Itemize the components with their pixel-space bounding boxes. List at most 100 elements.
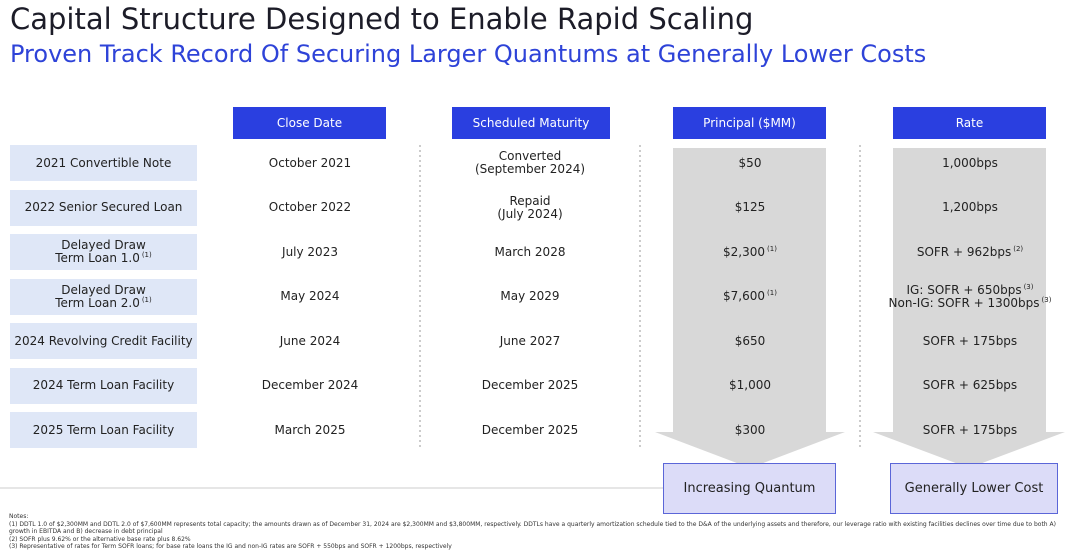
cell-line: 2025 Term Loan Facility xyxy=(32,422,175,437)
cell-text: SOFR + 175bps xyxy=(922,422,1018,437)
cell-text: (September 2024) xyxy=(474,162,586,176)
cell: SOFR + 175bps xyxy=(880,412,1060,448)
cell-line: June 2027 xyxy=(499,333,561,348)
cell-text: 2021 Convertible Note xyxy=(35,155,172,170)
footnote-ref: (3) xyxy=(1041,295,1052,304)
cell-line: $50 xyxy=(738,155,762,170)
row-label: 2025 Term Loan Facility xyxy=(10,412,197,448)
note: (1) DDTL 1.0 of $2,300MM and DDTL 2.0 of… xyxy=(9,520,1056,536)
cell-text: 1,200bps xyxy=(942,200,998,214)
cell-text: $300 xyxy=(734,422,766,437)
footnote-ref: (1) xyxy=(141,295,152,304)
cell-line: $650 xyxy=(735,334,766,348)
footnote-ref: (1) xyxy=(141,251,152,259)
cell-line: (July 2024) xyxy=(497,207,562,221)
cell-text: $1,000 xyxy=(729,378,771,392)
cell-line: SOFR + 175bps xyxy=(922,422,1018,437)
trend-box: Increasing Quantum xyxy=(663,463,836,514)
title: Capital Structure Designed to Enable Rap… xyxy=(10,2,754,36)
cell-text: SOFR + 625bps xyxy=(922,378,1018,392)
cell-line: December 2025 xyxy=(481,422,579,437)
cell: May 2024 xyxy=(220,279,400,315)
cell-line: IG: SOFR + 650bps (3) xyxy=(906,282,1034,297)
row-label: Delayed Draw Term Loan 2.0 (1) xyxy=(10,278,197,315)
cell-line: Converted xyxy=(499,150,561,163)
cell: $125 xyxy=(660,190,840,226)
cell-line: 2024 Revolving Credit Facility xyxy=(14,334,192,348)
row-label: 2024 Revolving Credit Facility xyxy=(10,323,197,359)
footnote-ref: (1) xyxy=(767,244,777,253)
cell-line: Non-IG: SOFR + 1300bps (3) xyxy=(889,295,1052,310)
cell: $1,000 xyxy=(660,368,840,404)
row-label: Delayed Draw Term Loan 1.0 (1) xyxy=(10,234,197,270)
row-label: 2021 Convertible Note xyxy=(10,145,197,181)
cell-line: October 2022 xyxy=(269,201,351,214)
cell: October 2021 xyxy=(220,145,400,181)
column-header: Rate xyxy=(893,107,1046,139)
cell: December 2025 xyxy=(440,368,620,404)
cell-line: SOFR + 175bps xyxy=(923,334,1017,348)
cell-text: 2024 Term Loan Facility xyxy=(32,378,175,392)
cell-text: 2025 Term Loan Facility xyxy=(32,422,175,437)
cell-text: December 2025 xyxy=(481,422,579,437)
cell-line: Repaid xyxy=(509,193,551,208)
cell-line: 1,000bps xyxy=(942,155,998,170)
cell: $650 xyxy=(660,323,840,359)
cell-line: 2024 Term Loan Facility xyxy=(33,379,174,392)
cell-line: $125 xyxy=(735,201,766,214)
notes: Notes: (1) DDTL 1.0 of $2,300MM and DDTL … xyxy=(9,513,1071,551)
cell-line: December 2024 xyxy=(262,379,359,392)
cell-text: 1,000bps xyxy=(942,155,998,170)
column-header: Scheduled Maturity xyxy=(452,107,610,139)
cell-line: March 2028 xyxy=(494,244,566,259)
cell: October 2022 xyxy=(220,190,400,226)
cell: SOFR + 175bps xyxy=(880,323,1060,359)
cell-line: July 2023 xyxy=(282,245,338,259)
column-header: Close Date xyxy=(233,107,386,139)
row-label: 2022 Senior Secured Loan xyxy=(10,189,197,226)
cell-line: $1,000 xyxy=(729,379,771,392)
cell: July 2023 xyxy=(220,234,400,270)
cell-text: March 2028 xyxy=(494,244,566,259)
trend-box: Generally Lower Cost xyxy=(890,463,1058,514)
cell-text: May 2024 xyxy=(280,289,340,303)
cell-text: Term Loan 2.0 xyxy=(55,295,140,310)
cell-line: 2021 Convertible Note xyxy=(35,155,172,170)
cell-text: June 2024 xyxy=(279,333,341,348)
cell-line: Delayed Draw xyxy=(61,282,146,297)
cell-text: March 2025 xyxy=(274,422,346,437)
cell-text: Converted xyxy=(498,149,562,163)
cell-line: $2,300 (1) xyxy=(723,244,777,259)
arrow-rate xyxy=(873,148,1065,468)
cell-text: $50 xyxy=(738,155,762,170)
cell-text: 2022 Senior Secured Loan xyxy=(24,200,183,214)
column-header: Principal ($MM) xyxy=(673,107,826,139)
cell-text: December 2025 xyxy=(481,378,579,392)
cell-text: IG: SOFR + 650bps xyxy=(906,282,1022,297)
cell: March 2025 xyxy=(220,412,400,448)
subtitle: Proven Track Record Of Securing Larger Q… xyxy=(10,40,927,68)
cell-text: October 2022 xyxy=(268,200,352,214)
cell-text: SOFR + 962bps xyxy=(916,244,1012,259)
cell-line: December 2025 xyxy=(482,379,579,392)
note: (3) Representative of rates for Term SOF… xyxy=(9,543,452,550)
cell: December 2025 xyxy=(440,412,620,448)
cell: Repaid (July 2024) xyxy=(440,190,620,226)
cell-text: June 2027 xyxy=(499,333,561,348)
cell-text: Delayed Draw xyxy=(61,282,146,297)
cell: Converted (September 2024) xyxy=(440,145,620,181)
cell: 1,000bps xyxy=(880,145,1060,181)
cell: March 2028 xyxy=(440,234,620,270)
cell-line: June 2024 xyxy=(279,333,341,348)
cell-line: May 2029 xyxy=(500,290,559,303)
cell-line: SOFR + 625bps xyxy=(923,379,1017,392)
cell: SOFR + 625bps xyxy=(880,368,1060,404)
cell-text: Repaid xyxy=(509,193,551,208)
cell-line: Term Loan 2.0 (1) xyxy=(55,295,152,310)
cell: 1,200bps xyxy=(880,190,1060,226)
cell: May 2029 xyxy=(440,279,620,315)
cell-line: October 2021 xyxy=(269,156,351,170)
row-label: 2024 Term Loan Facility xyxy=(10,367,197,404)
cell-line: 2022 Senior Secured Loan xyxy=(25,201,183,214)
